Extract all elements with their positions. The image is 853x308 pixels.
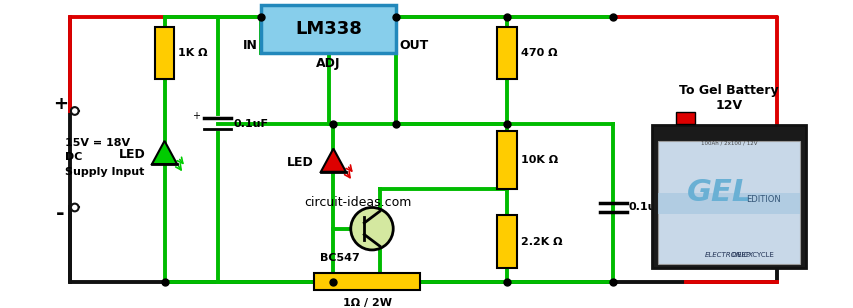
Text: +: +: [53, 95, 67, 113]
Circle shape: [71, 204, 78, 211]
Bar: [496, 215, 516, 268]
Bar: [657, 193, 799, 214]
Polygon shape: [152, 141, 177, 164]
Text: 2.2K Ω: 2.2K Ω: [520, 237, 561, 247]
Text: OUT: OUT: [398, 39, 427, 52]
Text: 10K Ω: 10K Ω: [520, 155, 557, 165]
Circle shape: [71, 107, 78, 115]
Text: LED: LED: [287, 156, 314, 168]
Text: 1Ω / 2W: 1Ω / 2W: [342, 298, 392, 308]
Bar: [496, 27, 516, 79]
Text: DEEP CYCLE: DEEP CYCLE: [731, 252, 773, 258]
Polygon shape: [321, 149, 345, 172]
Text: 1K Ω: 1K Ω: [177, 48, 207, 58]
Text: DC: DC: [65, 152, 83, 162]
Text: ADJ: ADJ: [316, 57, 340, 70]
Text: BC547: BC547: [320, 253, 359, 263]
Text: +: +: [192, 111, 200, 121]
Bar: [657, 141, 799, 265]
Text: 0.1uF: 0.1uF: [233, 119, 268, 128]
Text: 100Ah / 2x100 / 12V: 100Ah / 2x100 / 12V: [700, 140, 757, 145]
Bar: [676, 112, 694, 124]
Text: Supply Input: Supply Input: [65, 167, 144, 177]
Text: GEL: GEL: [686, 177, 751, 207]
FancyBboxPatch shape: [261, 5, 396, 53]
Circle shape: [351, 208, 392, 250]
Bar: [496, 131, 516, 189]
Text: circuit-ideas.com: circuit-ideas.com: [304, 196, 411, 209]
Text: LED: LED: [119, 148, 145, 161]
Text: ELECTRONICX: ELECTRONICX: [704, 252, 752, 258]
Text: EDITION: EDITION: [746, 195, 780, 204]
Bar: [154, 27, 174, 79]
Text: LM338: LM338: [295, 20, 362, 38]
Text: -: -: [56, 204, 65, 224]
Text: 0.1uF: 0.1uF: [628, 202, 663, 213]
Text: To Gel Battery
12V: To Gel Battery 12V: [678, 84, 778, 112]
Text: 15V = 18V: 15V = 18V: [65, 138, 131, 148]
Text: 470 Ω: 470 Ω: [520, 48, 556, 58]
Text: IN: IN: [243, 39, 258, 52]
Bar: [314, 273, 420, 290]
Bar: [651, 125, 805, 268]
